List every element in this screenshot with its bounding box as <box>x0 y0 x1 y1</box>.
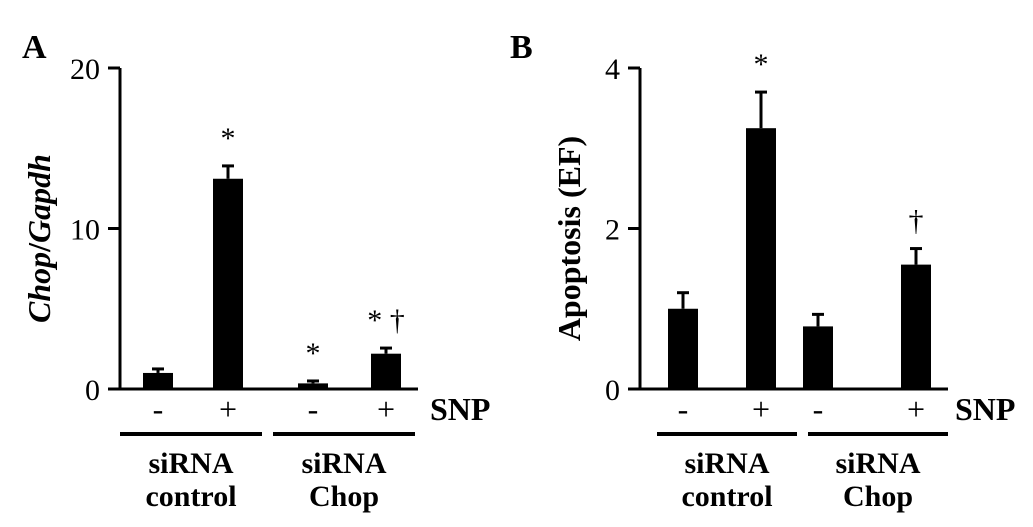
significance-mark: * † <box>367 304 405 337</box>
treatment-sign: - <box>308 391 319 427</box>
bar <box>901 264 931 389</box>
bar <box>213 178 243 389</box>
bar <box>668 308 698 389</box>
bar <box>746 128 776 389</box>
bar <box>371 353 401 389</box>
y-axis-label: Apoptosis (EF) <box>551 136 587 341</box>
treatment-sign: + <box>219 391 237 427</box>
treatment-label: SNP <box>955 391 1015 427</box>
treatment-sign: + <box>377 391 395 427</box>
y-tick-label: 0 <box>85 374 100 407</box>
treatment-sign: + <box>907 391 925 427</box>
significance-mark: * <box>306 337 321 370</box>
bar <box>143 372 173 389</box>
y-tick-label: 2 <box>605 214 620 247</box>
treatment-label: SNP <box>430 391 490 427</box>
group-label-line1: siRNA <box>835 447 920 480</box>
y-tick-label: 0 <box>605 374 620 407</box>
group-label-line2: control <box>145 480 236 513</box>
panel-letter: A <box>22 29 47 66</box>
significance-mark: * <box>221 122 236 155</box>
panel-letter: B <box>510 29 533 66</box>
y-axis-label: Chop/Gapdh <box>21 154 57 323</box>
group-label-line2: control <box>681 480 772 513</box>
y-axis-label-part: Chop <box>21 252 57 323</box>
y-axis-label-part: Gapdh <box>21 154 57 243</box>
treatment-sign: - <box>678 391 689 427</box>
group-label-line1: siRNA <box>684 447 769 480</box>
y-tick-label: 20 <box>70 53 100 86</box>
y-tick-label: 4 <box>605 53 620 86</box>
treatment-sign: - <box>153 391 164 427</box>
significance-mark: † <box>909 205 924 238</box>
group-label-line1: siRNA <box>148 447 233 480</box>
group-label-line2: Chop <box>843 480 913 513</box>
group-label-line2: Chop <box>309 480 379 513</box>
treatment-sign: + <box>752 391 770 427</box>
significance-mark: * <box>754 48 769 81</box>
y-tick-label: 10 <box>70 214 100 247</box>
y-axis-label-part: Apoptosis (EF) <box>551 136 587 341</box>
bar <box>298 383 328 389</box>
y-axis-label-part: / <box>21 242 57 253</box>
bar <box>803 326 833 389</box>
treatment-sign: - <box>813 391 824 427</box>
group-label-line1: siRNA <box>301 447 386 480</box>
